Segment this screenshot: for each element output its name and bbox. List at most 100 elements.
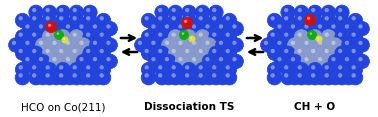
- Circle shape: [311, 16, 315, 20]
- Circle shape: [281, 46, 295, 60]
- Circle shape: [198, 8, 203, 12]
- Circle shape: [294, 30, 309, 44]
- Circle shape: [93, 57, 97, 61]
- Circle shape: [338, 16, 342, 20]
- Circle shape: [42, 13, 57, 28]
- Circle shape: [39, 73, 43, 78]
- Circle shape: [304, 24, 308, 29]
- Circle shape: [29, 5, 43, 19]
- Circle shape: [335, 13, 349, 28]
- Circle shape: [32, 16, 36, 20]
- Circle shape: [69, 70, 84, 85]
- Circle shape: [86, 65, 90, 69]
- Circle shape: [232, 41, 237, 45]
- Circle shape: [45, 22, 56, 33]
- Circle shape: [328, 38, 342, 52]
- Circle shape: [314, 71, 329, 85]
- Circle shape: [219, 24, 223, 29]
- Text: CH + O: CH + O: [294, 102, 336, 112]
- Circle shape: [321, 62, 336, 77]
- Circle shape: [144, 33, 149, 37]
- Circle shape: [32, 65, 36, 69]
- Circle shape: [83, 46, 97, 60]
- Circle shape: [39, 57, 43, 61]
- Circle shape: [165, 24, 169, 29]
- Circle shape: [274, 54, 288, 69]
- Circle shape: [135, 38, 149, 52]
- Circle shape: [226, 16, 230, 20]
- Circle shape: [155, 13, 169, 28]
- Circle shape: [56, 30, 70, 44]
- Circle shape: [56, 62, 70, 77]
- Circle shape: [175, 38, 189, 52]
- Circle shape: [325, 8, 329, 12]
- Circle shape: [331, 41, 336, 45]
- Circle shape: [62, 71, 77, 85]
- Circle shape: [277, 57, 282, 61]
- Circle shape: [165, 41, 169, 45]
- Circle shape: [83, 30, 97, 44]
- Circle shape: [59, 33, 64, 37]
- Circle shape: [36, 54, 50, 69]
- Circle shape: [284, 65, 288, 69]
- Circle shape: [321, 30, 336, 44]
- Circle shape: [198, 16, 203, 20]
- Circle shape: [172, 33, 176, 37]
- Circle shape: [352, 65, 356, 69]
- Circle shape: [69, 13, 84, 28]
- Circle shape: [215, 21, 230, 36]
- Circle shape: [281, 30, 295, 44]
- Circle shape: [209, 13, 223, 28]
- Circle shape: [202, 21, 217, 36]
- Circle shape: [281, 5, 295, 19]
- Circle shape: [90, 54, 104, 69]
- Circle shape: [158, 73, 163, 78]
- Circle shape: [19, 73, 23, 78]
- Circle shape: [335, 62, 349, 77]
- Circle shape: [321, 46, 336, 60]
- Circle shape: [189, 54, 203, 69]
- Circle shape: [56, 46, 70, 60]
- Circle shape: [271, 65, 275, 69]
- Circle shape: [316, 36, 322, 42]
- Circle shape: [161, 71, 176, 85]
- Circle shape: [229, 54, 243, 69]
- Circle shape: [215, 54, 230, 69]
- Circle shape: [32, 8, 36, 12]
- Circle shape: [185, 49, 189, 53]
- Circle shape: [355, 21, 369, 36]
- Circle shape: [99, 33, 104, 37]
- Circle shape: [342, 54, 356, 69]
- Circle shape: [96, 30, 111, 44]
- Circle shape: [318, 41, 322, 45]
- Circle shape: [83, 70, 98, 85]
- Circle shape: [209, 46, 223, 60]
- Circle shape: [42, 46, 57, 60]
- Circle shape: [181, 32, 184, 35]
- Circle shape: [158, 16, 163, 20]
- Circle shape: [288, 38, 302, 52]
- Circle shape: [155, 46, 169, 60]
- Circle shape: [205, 73, 210, 78]
- Circle shape: [29, 13, 43, 28]
- Circle shape: [267, 46, 282, 60]
- Circle shape: [274, 38, 288, 52]
- Circle shape: [175, 71, 189, 85]
- Circle shape: [358, 41, 363, 45]
- Circle shape: [86, 33, 90, 37]
- Circle shape: [161, 54, 176, 69]
- Circle shape: [348, 13, 363, 28]
- Circle shape: [42, 70, 57, 85]
- Circle shape: [185, 33, 189, 37]
- Circle shape: [161, 21, 176, 36]
- Circle shape: [297, 49, 302, 53]
- Circle shape: [271, 49, 275, 53]
- Circle shape: [182, 13, 196, 28]
- Circle shape: [267, 13, 282, 28]
- Circle shape: [328, 71, 342, 85]
- Circle shape: [291, 73, 295, 78]
- Circle shape: [271, 16, 275, 20]
- Circle shape: [195, 62, 210, 77]
- Circle shape: [284, 16, 288, 20]
- Circle shape: [52, 41, 57, 45]
